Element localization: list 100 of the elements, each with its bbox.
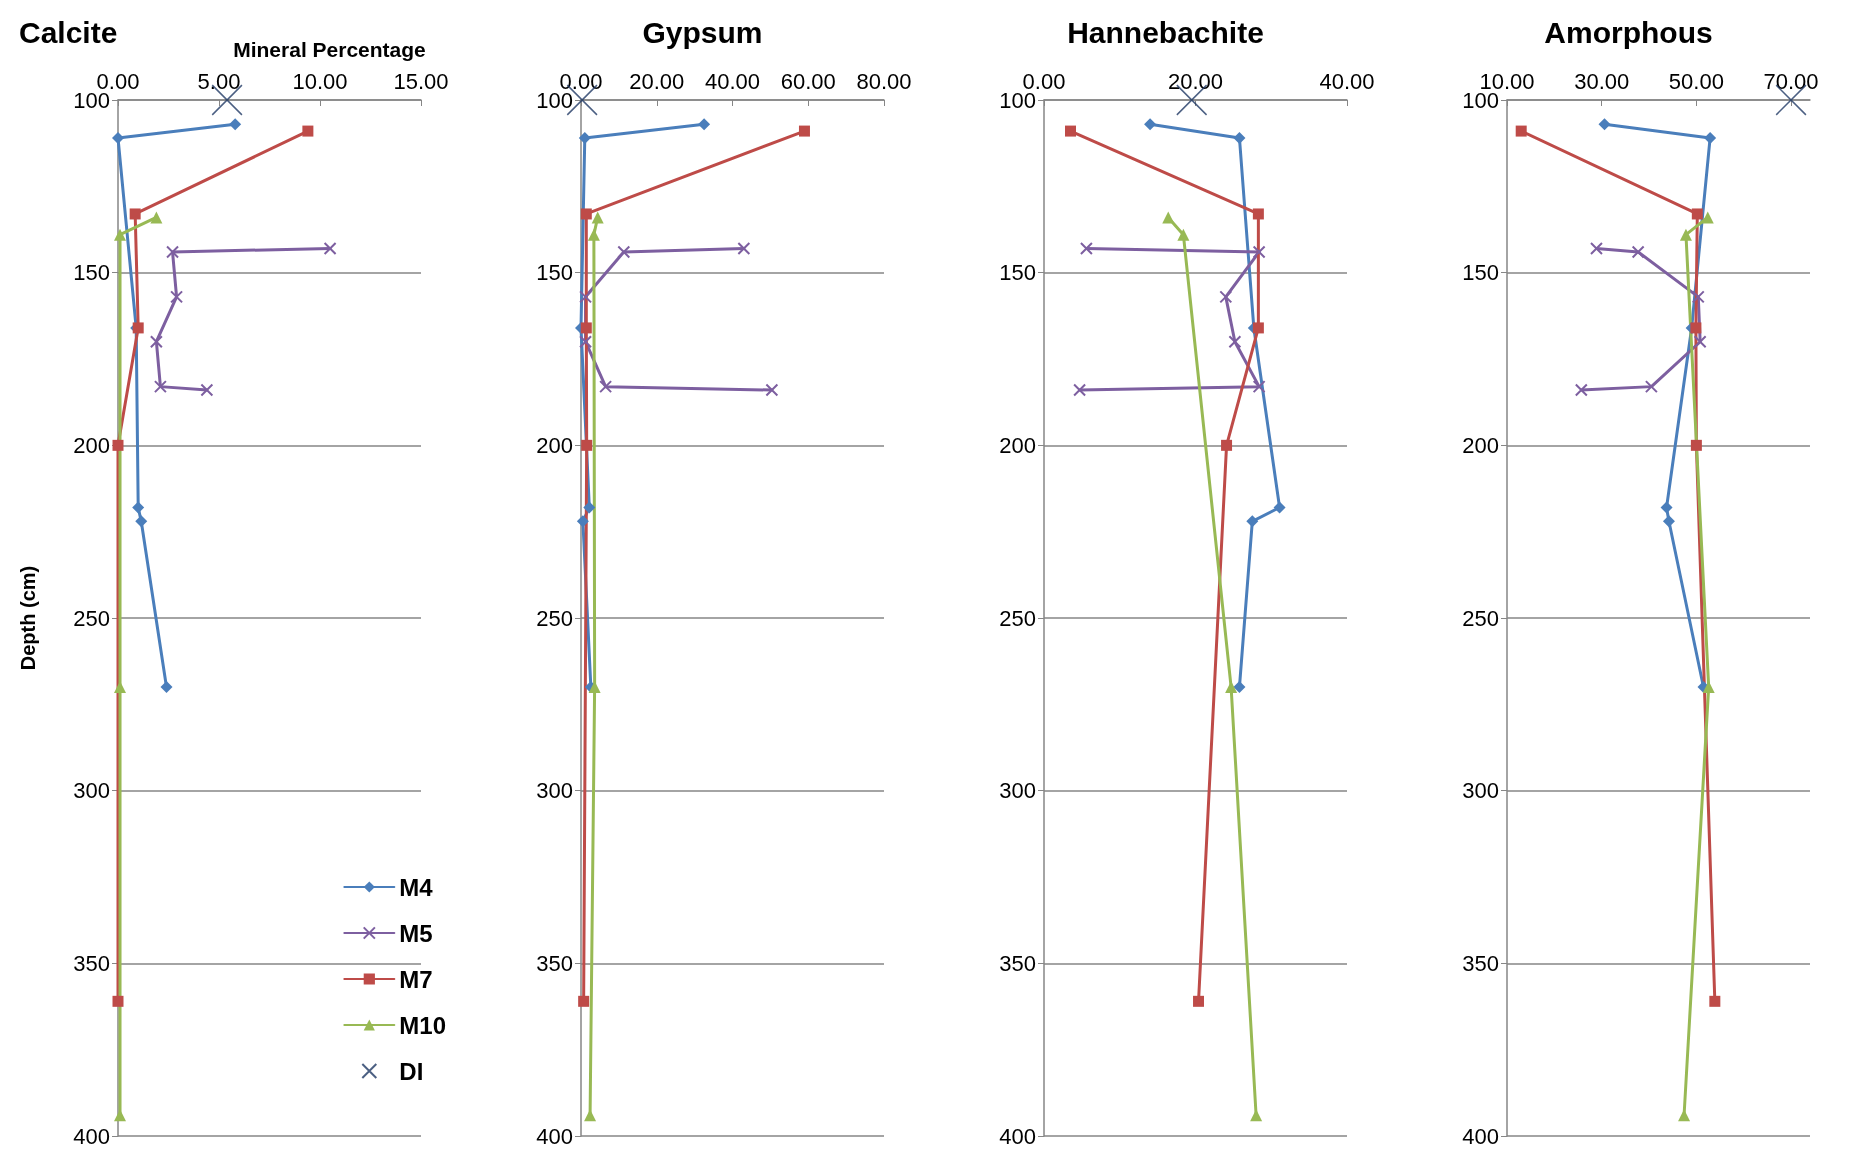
point	[1691, 208, 1703, 220]
point	[737, 241, 751, 255]
point	[160, 681, 173, 694]
chart-title: Gypsum	[642, 15, 763, 49]
chart-title: Calcite	[19, 15, 118, 49]
point	[200, 383, 214, 397]
point	[1177, 228, 1190, 241]
point	[1574, 383, 1588, 397]
x-tick-label: 0.00	[1022, 68, 1066, 94]
x-tick-label: 10.00	[1479, 68, 1535, 94]
chart-title: Amorphous	[1544, 15, 1713, 49]
x-tick-label: 15.00	[393, 68, 449, 94]
point	[114, 228, 127, 241]
y-tick-label: 200	[536, 432, 573, 458]
point	[112, 439, 124, 451]
point	[112, 995, 124, 1007]
point	[1219, 290, 1233, 304]
y-tick-label: 250	[999, 605, 1036, 631]
y-tick-label: 300	[999, 778, 1036, 804]
point	[587, 228, 600, 241]
point	[1252, 322, 1264, 334]
y-tick-label: 250	[73, 605, 110, 631]
y-tick-label: 200	[73, 432, 110, 458]
point	[698, 118, 711, 131]
legend-label: M4	[399, 873, 434, 901]
point	[1065, 125, 1077, 137]
point	[581, 439, 593, 451]
y-tick-label: 350	[1462, 950, 1499, 976]
x-tick-label: 0.00	[559, 68, 603, 94]
point	[150, 211, 163, 224]
y-tick-label: 150	[999, 260, 1036, 286]
y-tick-label: 300	[536, 778, 573, 804]
point	[1693, 335, 1707, 349]
y-tick-label: 350	[73, 950, 110, 976]
y-tick-label: 350	[999, 950, 1036, 976]
point	[1631, 245, 1645, 259]
point	[1246, 515, 1259, 528]
x-tick-label: 0.00	[96, 68, 140, 94]
point	[1252, 380, 1266, 394]
x-tick-label: 20.00	[629, 68, 685, 94]
x-tick-label: 70.00	[1763, 68, 1819, 94]
point	[1709, 995, 1721, 1007]
point	[1079, 241, 1093, 255]
point	[1589, 241, 1603, 255]
x-tick-label: 5.00	[197, 68, 241, 94]
point	[580, 322, 592, 334]
x-tick-label: 60.00	[780, 68, 836, 94]
point	[1233, 131, 1246, 144]
point	[1228, 335, 1242, 349]
y-tick-label: 400	[73, 1123, 110, 1149]
point	[323, 241, 337, 255]
chart-title: Hannebachite	[1067, 15, 1264, 49]
y-tick-label: 250	[1462, 605, 1499, 631]
y-tick-label: 300	[73, 778, 110, 804]
point	[170, 290, 184, 304]
point	[1690, 322, 1702, 334]
point	[1193, 995, 1205, 1007]
point	[166, 245, 180, 259]
point	[229, 118, 242, 131]
y-tick-label: 150	[536, 260, 573, 286]
point	[1701, 211, 1714, 224]
point	[1662, 515, 1675, 528]
legend-label: M10	[399, 1011, 446, 1039]
point	[1515, 125, 1527, 137]
x-tick-label: 40.00	[704, 68, 761, 94]
point	[1233, 681, 1246, 694]
y-axis-title: Depth (cm)	[17, 565, 39, 671]
x-axis-title: Mineral Percentage	[233, 38, 426, 61]
point	[149, 335, 163, 349]
x-tick-label: 30.00	[1574, 68, 1630, 94]
legend-label: M7	[399, 965, 433, 993]
point	[1273, 501, 1286, 514]
x-tick-label: 50.00	[1668, 68, 1724, 94]
point	[1704, 131, 1717, 144]
point	[129, 208, 141, 220]
point	[1252, 245, 1266, 259]
y-tick-label: 300	[1462, 778, 1499, 804]
point	[578, 995, 590, 1007]
point	[579, 290, 593, 304]
point	[1598, 118, 1611, 131]
point	[583, 501, 596, 514]
point	[1252, 208, 1264, 220]
legend-label: DI	[399, 1057, 424, 1085]
y-tick-label: 400	[999, 1123, 1036, 1149]
point	[1679, 228, 1692, 241]
point	[1221, 439, 1233, 451]
y-tick-label: 200	[1462, 432, 1499, 458]
x-tick-label: 10.00	[292, 68, 348, 94]
point	[599, 380, 613, 394]
point	[580, 208, 592, 220]
point	[112, 131, 124, 144]
point	[1691, 290, 1705, 304]
point	[578, 131, 591, 144]
point	[153, 380, 167, 394]
point	[1690, 439, 1702, 451]
point	[765, 383, 779, 397]
y-tick-label: 400	[536, 1123, 573, 1149]
point	[591, 211, 604, 224]
x-tick-label: 20.00	[1167, 68, 1224, 94]
point	[617, 245, 631, 259]
